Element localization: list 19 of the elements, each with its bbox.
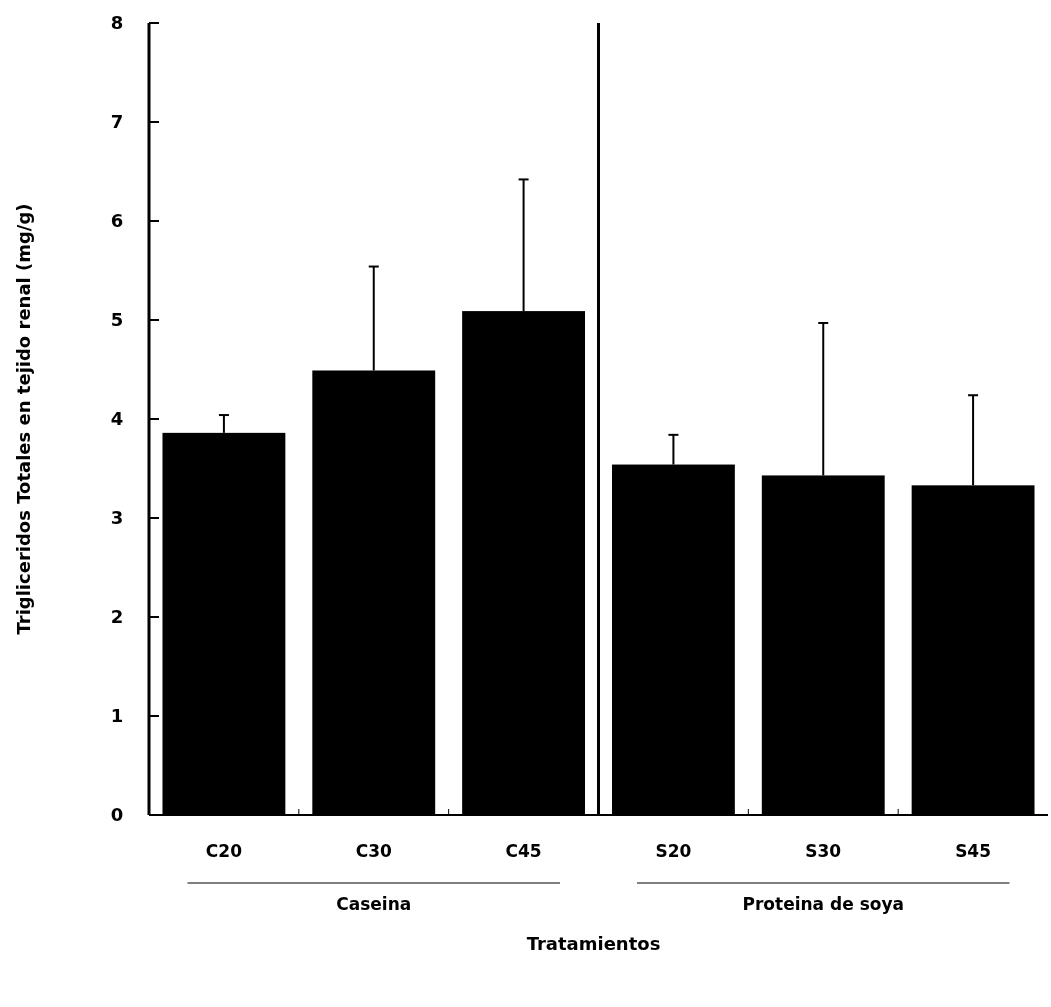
y-tick-label: 6 [110,210,124,232]
x-tick-label: C20 [205,841,243,861]
y-tick-label: 3 [110,507,124,529]
x-tick-label: S30 [805,841,842,861]
y-tick-label: 2 [110,606,124,628]
y-axis-title: Trigliceridos Totales en tejido renal (mg/g) [13,203,34,635]
y-tick-label: 8 [110,12,124,34]
y-tick-label: 0 [110,804,124,826]
y-tick-label: 5 [110,309,124,331]
y-tick-label: 1 [110,705,124,727]
x-tick-label: C45 [505,841,542,861]
x-tick-label: S45 [955,841,992,861]
y-tick-label: 7 [110,111,124,133]
y-tick-label: 4 [110,408,124,430]
text: Proteina de soya [742,894,904,914]
x-tick-label: C30 [355,841,392,861]
x-axis-title: Tratamientos [526,933,661,954]
text: Caseina [336,894,412,914]
x-tick-label: S20 [655,841,692,861]
